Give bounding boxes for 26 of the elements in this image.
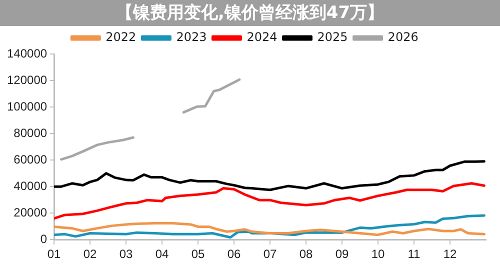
x-tick-label: 01 <box>47 247 62 262</box>
chart-title: 【镍费用变化,镍价曾经涨到47万】 <box>0 0 500 26</box>
x-tick-label: 08 <box>299 247 314 262</box>
legend-label: 2022 <box>106 30 136 44</box>
x-tick-label: 02 <box>83 247 98 262</box>
x-tick-label: 11 <box>408 247 421 262</box>
x-tick-label: 04 <box>155 247 170 262</box>
y-tick-label: 120000 <box>6 72 48 87</box>
legend-label: 2024 <box>246 30 278 44</box>
y-tick-label: 140000 <box>6 46 48 60</box>
x-tick-label: 05 <box>191 247 206 262</box>
legend-label: 2023 <box>176 30 207 44</box>
legend-label: 2026 <box>388 30 418 44</box>
x-tick-label: 10 <box>371 247 386 262</box>
x-tick-label: 09 <box>335 247 350 262</box>
y-tick-label: 0 <box>40 232 48 246</box>
x-tick-label: 06 <box>227 247 242 262</box>
x-tick-label: 12 <box>443 247 457 262</box>
y-tick-label: 60000 <box>14 152 48 166</box>
x-tick-label: 07 <box>263 247 278 262</box>
y-tick-label: 20000 <box>14 205 48 220</box>
legend-label: 2025 <box>317 30 348 44</box>
y-tick-label: 40000 <box>14 178 48 193</box>
y-tick-label: 80000 <box>14 126 48 140</box>
x-tick-label: 03 <box>119 247 134 262</box>
y-tick-label: 100000 <box>6 99 48 114</box>
